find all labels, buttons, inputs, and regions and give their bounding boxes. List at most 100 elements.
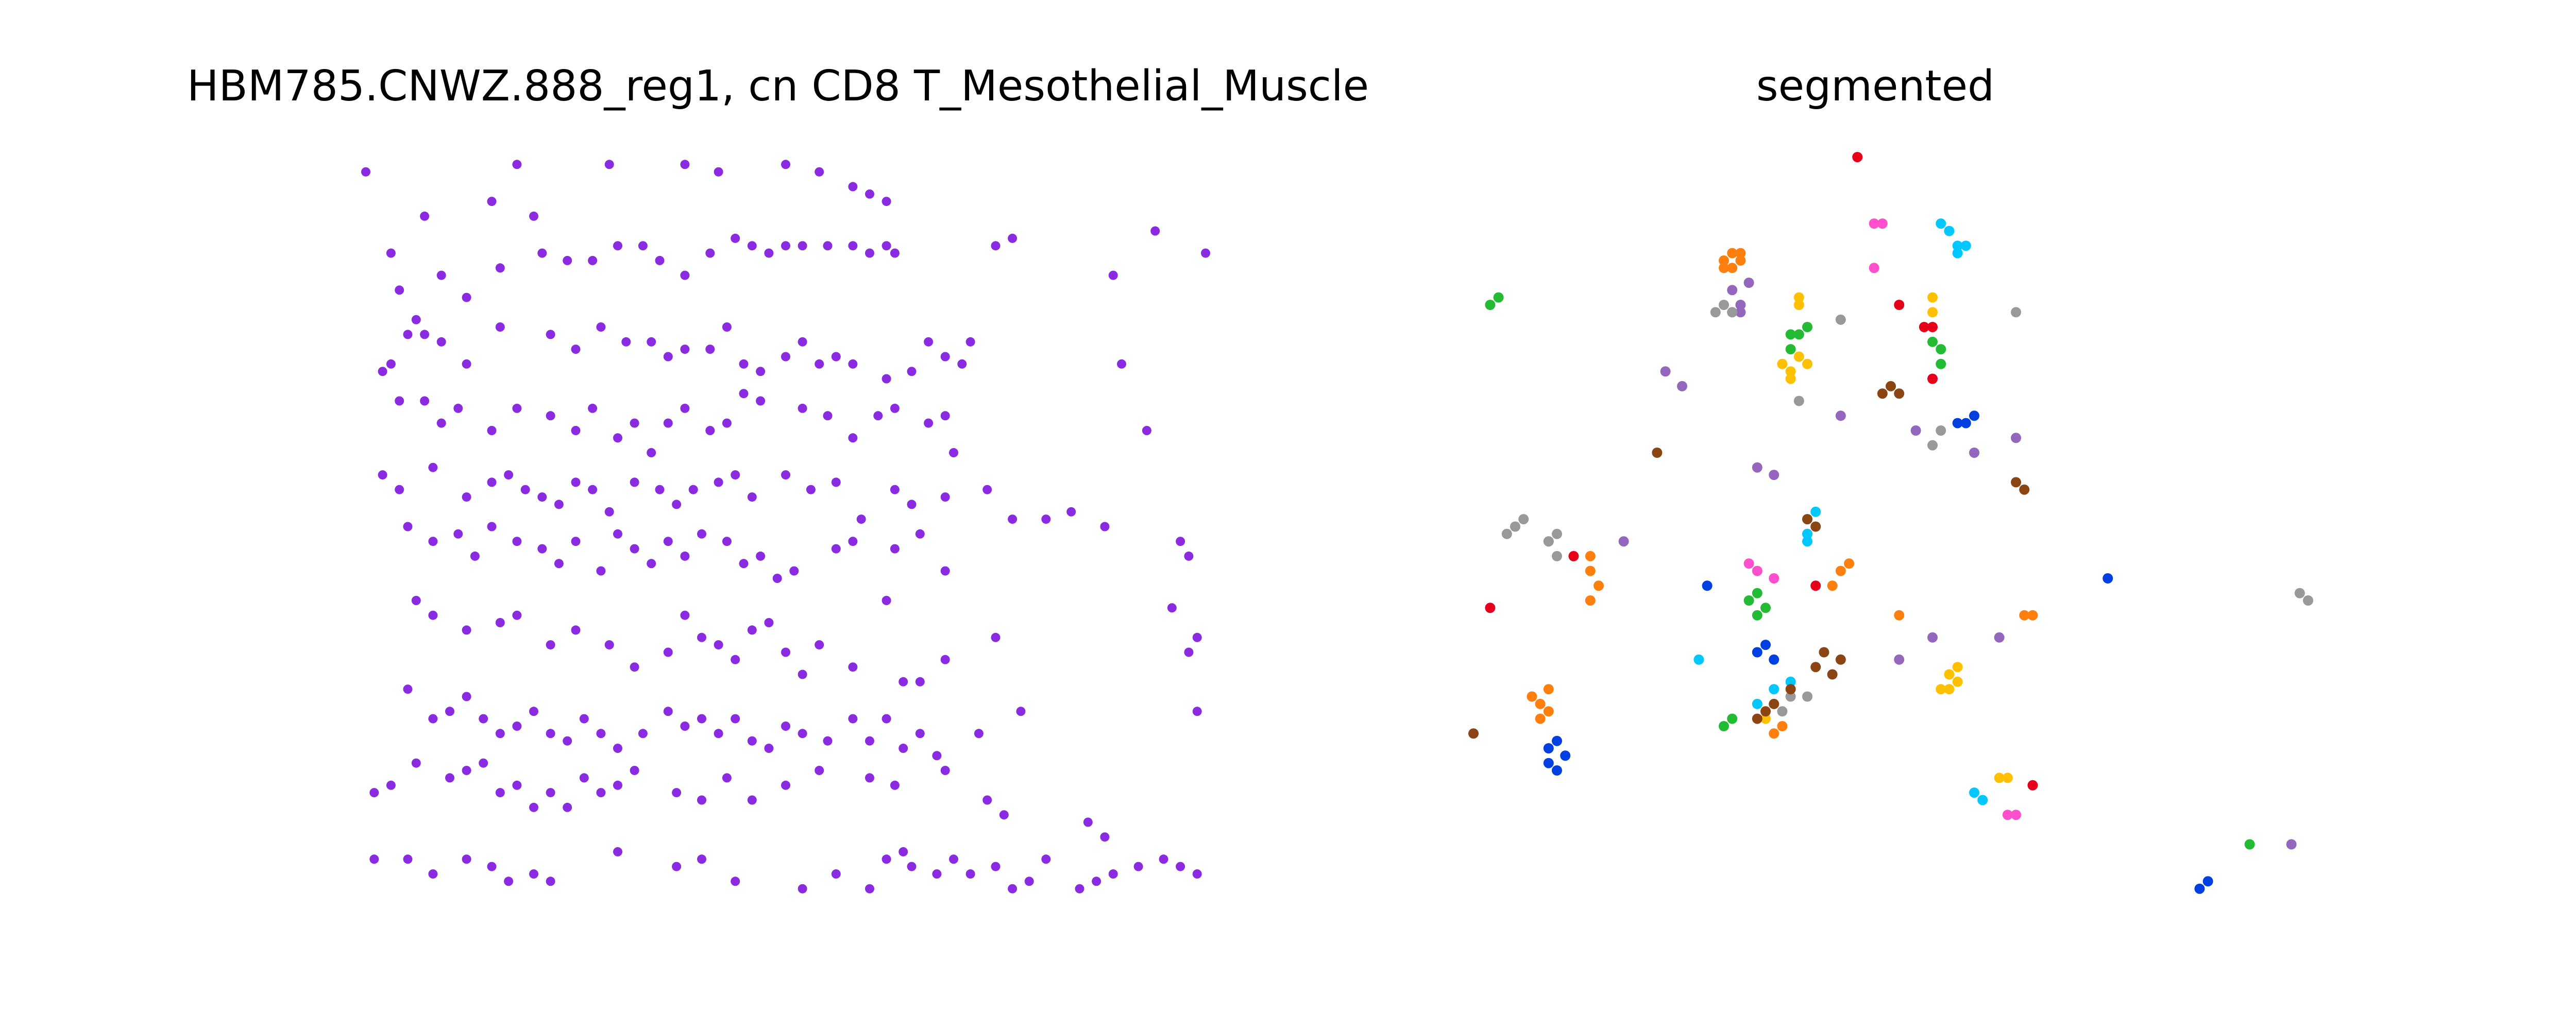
scatter-point (638, 241, 648, 251)
scatter-point (1760, 706, 1771, 717)
scatter-point (579, 773, 589, 783)
scatter-point (604, 640, 614, 650)
scatter-point (1785, 684, 1796, 695)
scatter-point (395, 396, 404, 406)
scatter-point (445, 707, 454, 716)
scatter-point (672, 862, 682, 871)
scatter-point (815, 766, 824, 775)
scatter-point (1041, 514, 1051, 524)
scatter-point (1024, 877, 1034, 886)
scatter-point (395, 485, 404, 494)
scatter-point (420, 396, 430, 406)
scatter-point (932, 751, 942, 761)
scatter-point (907, 862, 917, 871)
scatter-point (1894, 610, 1905, 621)
scatter-point (815, 167, 824, 177)
scatter-point (1710, 307, 1721, 318)
scatter-point (1184, 551, 1194, 561)
scatter-point (831, 544, 841, 554)
scatter-point (2244, 839, 2255, 850)
scatter-point (772, 574, 782, 583)
scatter-point (714, 640, 723, 650)
scatter-point (1752, 647, 1762, 658)
scatter-point (495, 788, 505, 798)
scatter-point (1543, 706, 1554, 717)
scatter-point (563, 255, 572, 265)
scatter-point (672, 788, 682, 798)
scatter-point (1927, 322, 1938, 332)
scatter-point (2027, 610, 2038, 621)
scatter-point (361, 167, 370, 177)
scatter-point (403, 330, 413, 339)
scatter-point (453, 529, 463, 539)
scatter-point (1927, 307, 1938, 318)
scatter-point (940, 655, 950, 664)
scatter-point (1594, 580, 1604, 591)
scatter-point (798, 729, 807, 739)
scatter-point (613, 241, 622, 251)
scatter-point (680, 160, 690, 169)
scatter-point (1752, 698, 1762, 709)
scatter-point (1802, 514, 1812, 525)
scatter-point (403, 522, 413, 531)
scatter-point (487, 862, 497, 871)
scatter-point (1769, 470, 1780, 480)
scatter-point (1785, 676, 1796, 687)
scatter-point (1877, 388, 1888, 399)
scatter-point (596, 566, 606, 576)
scatter-point (865, 248, 874, 258)
scatter-point (604, 160, 614, 169)
scatter-point (949, 448, 958, 457)
series-1-1 (1527, 248, 2038, 739)
scatter-point (1719, 300, 1729, 310)
scatter-point (991, 632, 1001, 642)
scatter-point (596, 729, 606, 739)
scatter-point (697, 795, 706, 805)
scatter-point (865, 189, 874, 199)
scatter-point (1485, 300, 1496, 310)
scatter-point (1560, 750, 1571, 761)
scatter-point (764, 744, 774, 753)
scatter-point (1008, 884, 1018, 894)
scatter-point (1869, 263, 1879, 273)
scatter-point (1793, 329, 1804, 340)
scatter-point (1752, 588, 1762, 598)
scatter-point (705, 345, 715, 354)
scatter-point (2011, 433, 2021, 443)
scatter-point (369, 788, 379, 798)
scatter-point (1760, 603, 1771, 613)
scatter-point (647, 337, 656, 347)
scatter-point (747, 736, 757, 746)
scatter-point (512, 610, 522, 620)
scatter-point (890, 403, 900, 413)
scatter-point (1785, 329, 1796, 340)
scatter-point (781, 241, 790, 251)
scatter-point (546, 411, 555, 421)
scatter-point (890, 544, 900, 554)
scatter-point (571, 345, 581, 354)
scatter-point (630, 544, 639, 554)
scatter-point (2019, 610, 2030, 621)
scatter-point (1835, 314, 1846, 325)
scatter-point (504, 877, 514, 886)
scatter-point (831, 869, 841, 879)
scatter-point (1960, 241, 1971, 251)
scatter-point (2011, 307, 2021, 318)
scatter-point (798, 670, 807, 679)
scatter-point (546, 729, 555, 739)
scatter-point (546, 877, 555, 886)
scatter-point (731, 714, 740, 724)
scatter-point (571, 625, 581, 635)
scatter-point (1083, 817, 1093, 827)
scatter-point (1192, 632, 1202, 642)
scatter-point (848, 714, 858, 724)
scatter-point (705, 248, 715, 258)
scatter-point (529, 211, 538, 221)
scatter-point (924, 337, 934, 347)
scatter-point (2027, 780, 2038, 791)
scatter-point (899, 847, 908, 856)
scatter-point (1527, 691, 1537, 702)
scatter-point (1092, 877, 1101, 886)
scatter-point (378, 367, 387, 376)
